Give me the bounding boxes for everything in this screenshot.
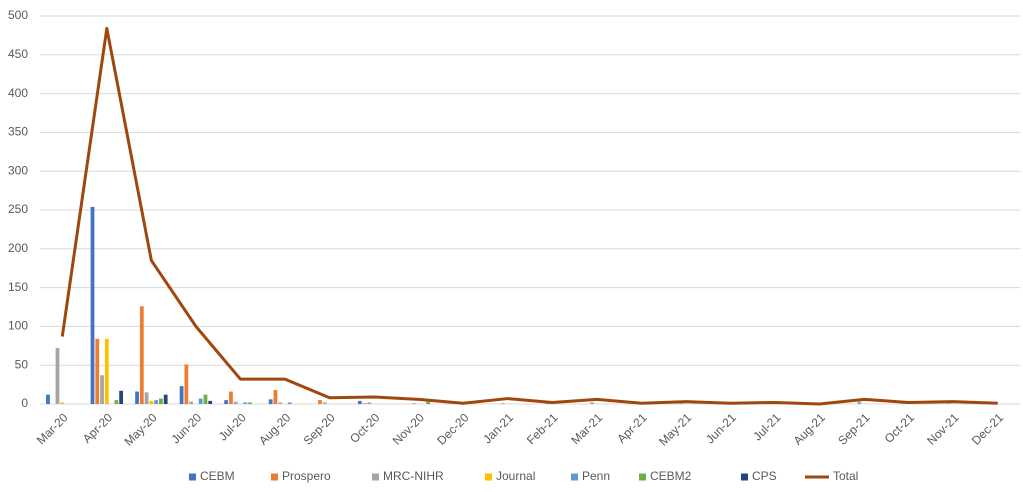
- y-tick-label: 250: [8, 202, 28, 216]
- bar: [163, 394, 168, 404]
- bar: [189, 401, 194, 404]
- x-tick-label: Jun-20: [168, 410, 204, 446]
- legend-label: Penn: [582, 469, 610, 483]
- legend-label: CEBM: [200, 469, 235, 483]
- x-tick-label: Nov-21: [924, 410, 961, 447]
- bar: [411, 403, 416, 404]
- bar: [273, 390, 278, 404]
- x-tick-label: Mar-21: [568, 410, 605, 447]
- bar: [203, 394, 208, 404]
- bar: [857, 401, 862, 404]
- legend-label: CEBM2: [650, 469, 692, 483]
- bar: [501, 403, 505, 404]
- bar: [367, 402, 372, 404]
- bar: [946, 403, 951, 404]
- bar: [224, 400, 229, 404]
- bar: [287, 402, 292, 404]
- legend-label: MRC-NIHR: [383, 469, 444, 483]
- bar: [149, 400, 154, 404]
- bar: [100, 375, 104, 404]
- bar: [104, 338, 109, 404]
- bar: [679, 403, 684, 404]
- x-tick-label: May-20: [122, 410, 160, 448]
- x-tick-label: Oct-21: [882, 410, 918, 446]
- bar: [248, 402, 252, 404]
- y-tick-label: 50: [15, 357, 29, 371]
- x-tick-label: Jul-20: [216, 410, 249, 443]
- legend-swatch: [271, 473, 278, 481]
- bar: [545, 403, 550, 404]
- legend-swatch: [571, 473, 578, 481]
- bar: [318, 400, 322, 404]
- bar: [179, 386, 184, 404]
- bar: [135, 391, 139, 404]
- x-tick-label: Jun-21: [703, 410, 739, 446]
- y-tick-label: 400: [8, 86, 28, 100]
- bar: [229, 391, 233, 404]
- x-tick-label: Nov-20: [390, 410, 427, 447]
- legend-swatch: [189, 473, 196, 481]
- bar: [154, 400, 159, 404]
- bar: [268, 399, 273, 404]
- x-tick-label: Oct-20: [347, 410, 383, 446]
- bar: [362, 403, 367, 404]
- legend-label: Prospero: [282, 469, 331, 483]
- bar: [208, 400, 213, 404]
- legend-swatch: [372, 473, 379, 481]
- legend-label: Journal: [496, 469, 535, 483]
- bar: [322, 402, 327, 404]
- legend-label: Total: [833, 469, 858, 483]
- bar: [184, 364, 189, 404]
- x-tick-label: Aug-21: [791, 410, 828, 447]
- bar: [198, 398, 203, 404]
- bar: [590, 402, 594, 404]
- x-tick-label: Dec-21: [969, 410, 1006, 447]
- bar: [233, 401, 238, 404]
- legend-label: CPS: [752, 469, 777, 483]
- x-tick-label: May-21: [656, 410, 694, 448]
- x-tick-label: Mar-20: [34, 410, 71, 447]
- x-tick-label: Apr-20: [80, 410, 116, 446]
- x-tick-label: Sep-21: [835, 410, 872, 447]
- bar: [46, 394, 50, 404]
- line: [60, 26, 998, 406]
- y-tick-label: 350: [8, 125, 28, 139]
- legend-swatch: [485, 473, 492, 481]
- y-tick-label: 450: [8, 47, 28, 61]
- x-tick-label: Aug-20: [256, 410, 293, 447]
- bar: [159, 398, 163, 404]
- legend-swatch: [639, 473, 646, 481]
- y-tick-label: 300: [8, 163, 28, 177]
- bar: [60, 402, 65, 404]
- bar: [95, 338, 100, 404]
- x-tick-label: Jan-21: [480, 410, 516, 446]
- y-tick-label: 100: [8, 319, 28, 333]
- legend-swatch: [741, 473, 748, 481]
- y-tick-label: 150: [8, 280, 28, 294]
- x-tick-label: Apr-21: [614, 410, 650, 446]
- y-tick-label: 500: [8, 8, 28, 22]
- y-tick-label: 0: [21, 396, 28, 410]
- x-tick-label: Dec-20: [434, 410, 471, 447]
- x-tick-label: Jul-21: [750, 410, 783, 443]
- bar: [114, 400, 119, 404]
- bar: [357, 400, 362, 404]
- y-tick-label: 200: [8, 241, 28, 255]
- bar: [278, 402, 283, 404]
- bar: [144, 392, 149, 404]
- bar: [90, 206, 95, 404]
- x-tick-label: Sep-20: [301, 410, 338, 447]
- bar: [55, 348, 60, 404]
- bar: [243, 402, 248, 404]
- bar: [426, 401, 431, 404]
- bar: [119, 390, 124, 404]
- bar: [139, 306, 144, 404]
- x-tick-label: Feb-21: [524, 410, 561, 447]
